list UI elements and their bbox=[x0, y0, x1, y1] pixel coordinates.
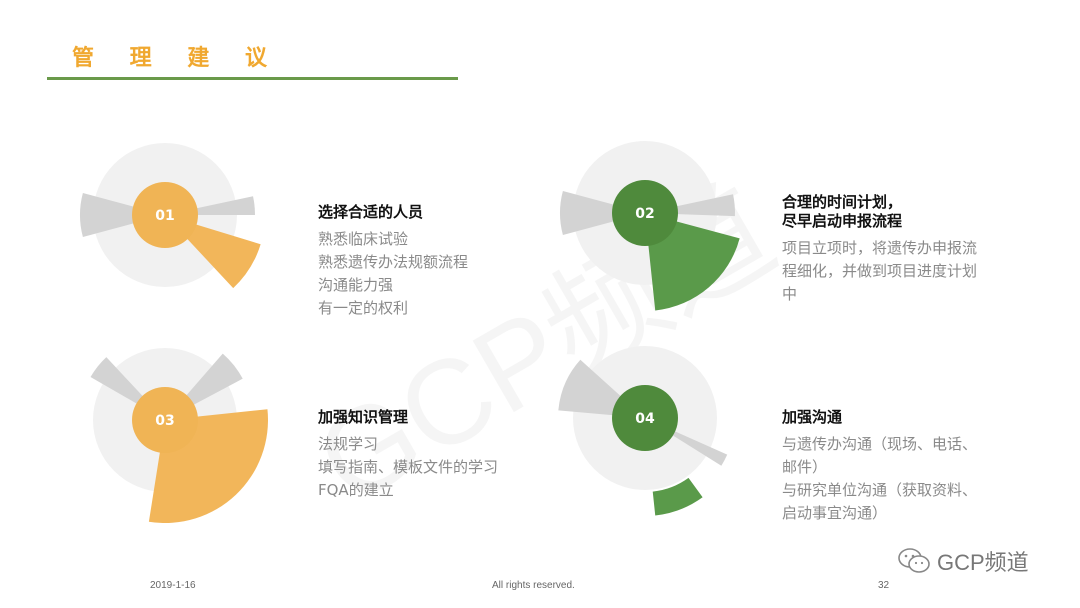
item-line: 与遗传办沟通（现场、电话、 bbox=[782, 435, 978, 453]
heading-line: 合理的时间计划， bbox=[782, 193, 903, 211]
heading-line: 选择合适的人员 bbox=[318, 203, 424, 221]
item-heading: 加强沟通 bbox=[782, 408, 1012, 427]
item-number: 01 bbox=[155, 208, 174, 224]
heading-line: 加强知识管理 bbox=[318, 408, 409, 426]
item-line: FQA的建立 bbox=[318, 481, 394, 499]
item-line: 启动事宜沟通） bbox=[782, 504, 888, 522]
item-number: 03 bbox=[155, 413, 174, 429]
accent-sector bbox=[652, 477, 703, 516]
item-line: 沟通能力强 bbox=[318, 276, 394, 294]
footer-date: 2019-1-16 bbox=[150, 580, 196, 591]
slide-title: 管 理 建 议 bbox=[72, 46, 281, 71]
heading-line: 尽早启动申报流程 bbox=[782, 212, 903, 230]
item-line: 项目立项时，将遗传办申报流 bbox=[782, 239, 978, 257]
grey-sector bbox=[560, 191, 645, 235]
item-heading: 合理的时间计划， 尽早启动申报流程 bbox=[782, 193, 1012, 231]
item-number: 04 bbox=[635, 411, 655, 427]
item-line: 有一定的权利 bbox=[318, 299, 409, 317]
item-line: 填写指南、模板文件的学习 bbox=[318, 458, 499, 476]
item-heading: 选择合适的人员 bbox=[318, 203, 548, 222]
brand-watermark: GCP频道 bbox=[897, 545, 1029, 577]
number-circle bbox=[132, 387, 198, 453]
item-01-text: 选择合适的人员 熟悉临床试验 熟悉遗传办法规额流程 沟通能力强 有一定的权利 bbox=[318, 203, 548, 320]
item-04-text: 加强沟通 与遗传办沟通（现场、电话、 邮件） 与研究单位沟通（获取资料、 启动事… bbox=[782, 408, 1012, 525]
page-number: 32 bbox=[878, 580, 890, 591]
heading-line: 加强沟通 bbox=[782, 408, 843, 426]
item-02-text: 合理的时间计划， 尽早启动申报流程 项目立项时，将遗传办申报流 程细化，并做到项目… bbox=[782, 193, 1012, 306]
item-03-text: 加强知识管理 法规学习 填写指南、模板文件的学习 FQA的建立 bbox=[318, 408, 548, 502]
item-line: 与研究单位沟通（获取资料、 bbox=[782, 481, 978, 499]
number-circle bbox=[132, 182, 198, 248]
item-number: 02 bbox=[635, 206, 654, 222]
number-circle bbox=[612, 385, 678, 451]
item-line: 法规学习 bbox=[318, 435, 379, 453]
number-circle bbox=[612, 180, 678, 246]
footer-rights: All rights reserved. bbox=[492, 580, 575, 591]
grey-sector bbox=[79, 193, 165, 237]
accent-sector bbox=[645, 213, 740, 311]
wechat-icon bbox=[898, 548, 930, 573]
item-line: 程细化，并做到项目进度计划 bbox=[782, 262, 978, 280]
item-line: 熟悉临床试验 bbox=[318, 230, 409, 248]
item-heading: 加强知识管理 bbox=[318, 408, 548, 427]
item-line: 邮件） bbox=[782, 458, 828, 476]
item-line: 熟悉遗传办法规额流程 bbox=[318, 253, 469, 271]
title-divider bbox=[47, 77, 458, 80]
brand-name: GCP频道 bbox=[937, 550, 1029, 575]
item-line: 中 bbox=[782, 285, 798, 303]
